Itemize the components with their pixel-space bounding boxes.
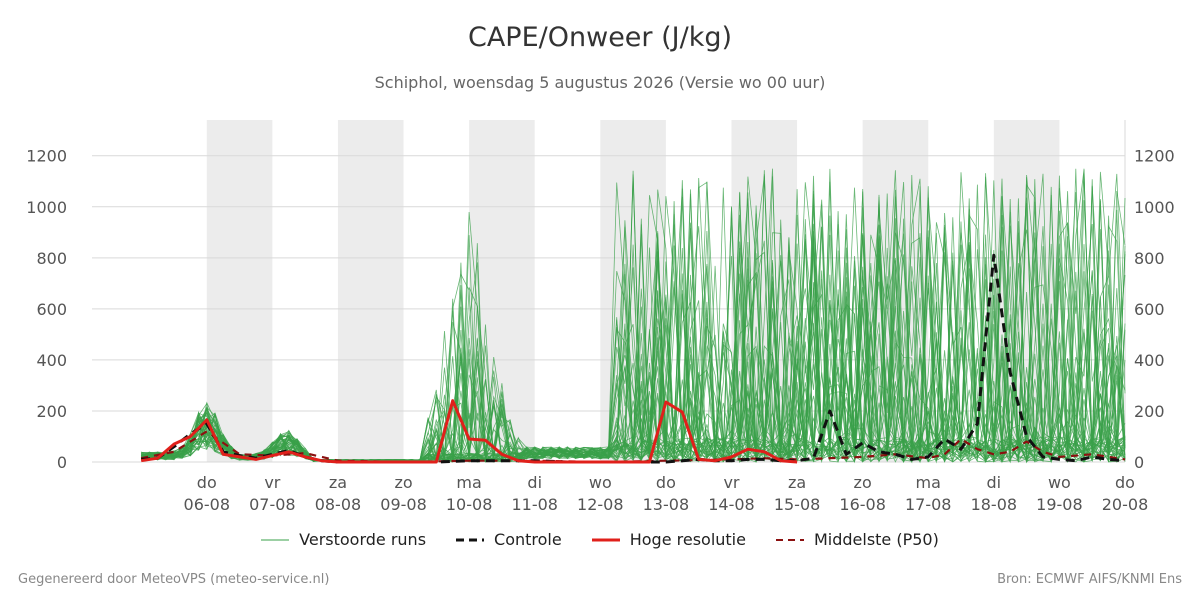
legend-swatch-median [775,538,804,541]
x-tick-date: 19-08 [1036,495,1083,514]
x-tick-date: 09-08 [380,495,427,514]
median-line [140,430,1126,464]
main-series [140,253,1126,464]
x-tick-date: 20-08 [1102,495,1149,514]
shaded-band [206,120,273,462]
y-tick-label-left: 1200 [26,147,67,166]
x-tick-day: di [527,473,542,492]
y-tick-label-left: 1000 [26,198,67,217]
x-tick-date: 18-08 [971,495,1018,514]
y-tick-label-left: 400 [36,351,67,370]
legend-label-ensemble: Verstoorde runs [299,530,427,549]
x-tick-day: zo [394,473,412,492]
footer-generated-by: Gegenereerd door MeteoVPS (meteo-service… [18,572,330,587]
chart-title: CAPE/Onweer (J/kg) [467,22,732,53]
y-tick-label-right: 600 [1134,300,1165,319]
legend-swatch-hires [591,538,620,541]
y-tick-label-right: 1200 [1134,147,1175,166]
x-tick-day: za [788,473,806,492]
legend-label-median: Middelste (P50) [813,530,939,549]
legend-label-control: Controle [494,530,562,549]
y-tick-label-left: 200 [36,402,67,421]
x-tick-day: zo [854,473,872,492]
x-tick-date: 13-08 [643,495,690,514]
x-tick-day: vr [264,473,280,492]
axes: 0 0 200 200 400 400 600 600 800 800 1000 1000 1200 12… [26,147,1174,514]
ensemble-run [141,198,1126,464]
y-tick-label-right: 200 [1134,402,1165,421]
legend-item-control[interactable]: Controle [456,530,562,549]
hires-line [140,399,798,464]
x-tick-day: wo [589,473,612,492]
x-tick-date: 14-08 [708,495,755,514]
x-tick-day: di [987,473,1002,492]
chart-subtitle: Schiphol, woensdag 5 augustus 2026 (Vers… [374,73,826,92]
legend: Verstoorde runs Controle Hoge resolutie … [0,530,1200,549]
y-tick-label-right: 800 [1134,249,1165,268]
x-tick-date: 08-08 [315,495,362,514]
x-tick-day: za [329,473,347,492]
x-tick-day: ma [456,473,481,492]
y-tick-label-right: 0 [1134,453,1144,472]
x-tick-day: do [1115,473,1135,492]
x-tick-date: 17-08 [905,495,952,514]
x-tick-day: do [656,473,676,492]
shaded-band [337,120,404,462]
x-tick-date: 16-08 [839,495,886,514]
y-tick-label-left: 0 [57,453,67,472]
y-tick-label-right: 1000 [1134,198,1175,217]
footer-source: Bron: ECMWF AIFS/KNMI Ens [997,572,1182,587]
y-tick-label-left: 800 [36,249,67,268]
x-tick-date: 10-08 [446,495,493,514]
y-tick-label-right: 400 [1134,351,1165,370]
x-tick-day: wo [1048,473,1071,492]
legend-item-hires[interactable]: Hoge resolutie [591,530,746,549]
legend-label-hires: Hoge resolutie [629,530,746,549]
x-tick-date: 07-08 [249,495,296,514]
x-tick-date: 15-08 [774,495,821,514]
legend-swatch-ensemble [261,539,290,540]
legend-item-ensemble[interactable]: Verstoorde runs [261,530,426,549]
x-tick-date: 12-08 [577,495,624,514]
legend-item-median[interactable]: Middelste (P50) [775,530,939,549]
x-tick-day: ma [916,473,941,492]
ensemble-run [141,180,1126,462]
legend-swatch-control [456,538,485,541]
x-tick-day: do [197,473,217,492]
y-tick-label-left: 600 [36,300,67,319]
x-tick-date: 11-08 [511,495,558,514]
x-tick-date: 06-08 [184,495,231,514]
x-tick-day: vr [723,473,739,492]
